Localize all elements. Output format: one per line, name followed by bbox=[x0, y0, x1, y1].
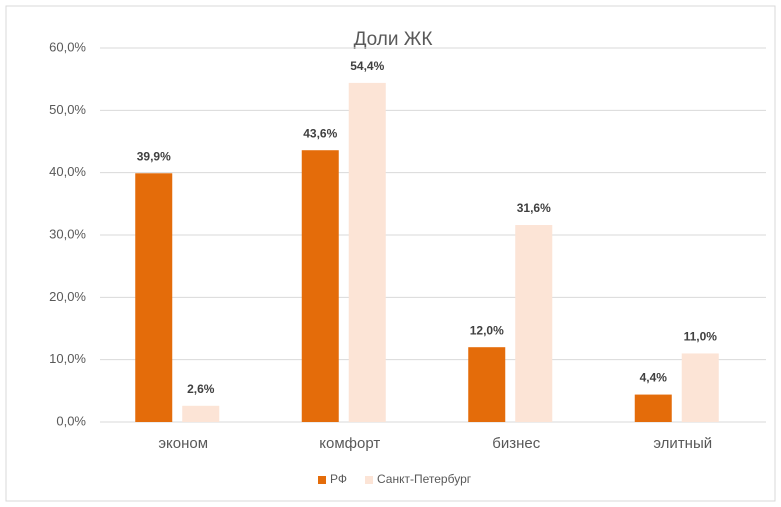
value-label: 12,0% bbox=[470, 323, 504, 337]
value-label: 2,6% bbox=[187, 382, 215, 396]
x-tick-label: комфорт bbox=[319, 435, 380, 452]
legend-swatch bbox=[365, 476, 373, 484]
y-tick-label: 50,0% bbox=[49, 102, 86, 117]
bar bbox=[681, 353, 719, 422]
bar bbox=[468, 347, 506, 422]
chart-border bbox=[5, 5, 776, 502]
y-tick-label: 40,0% bbox=[49, 164, 86, 179]
legend-swatch bbox=[318, 476, 326, 484]
value-label: 54,4% bbox=[350, 59, 384, 73]
y-tick-label: 10,0% bbox=[49, 351, 86, 366]
chart-title: Доли ЖК bbox=[354, 29, 433, 50]
x-tick-label: элитный bbox=[653, 435, 712, 452]
x-tick-label: бизнес bbox=[492, 435, 540, 452]
bar bbox=[182, 405, 220, 422]
bar bbox=[515, 225, 553, 422]
value-label: 31,6% bbox=[517, 201, 551, 215]
legend-label: Санкт-Петербург bbox=[377, 472, 472, 486]
y-tick-label: 60,0% bbox=[49, 39, 86, 54]
value-label: 43,6% bbox=[303, 126, 337, 140]
bar bbox=[301, 150, 339, 422]
y-tick-label: 20,0% bbox=[49, 289, 86, 304]
bar bbox=[634, 394, 672, 422]
legend-label: РФ bbox=[330, 472, 347, 486]
value-label: 4,4% bbox=[640, 371, 668, 385]
y-tick-label: 30,0% bbox=[49, 226, 86, 241]
value-label: 11,0% bbox=[684, 330, 718, 344]
y-tick-label: 0,0% bbox=[56, 413, 86, 428]
x-tick-label: эконом bbox=[158, 435, 208, 452]
bar bbox=[348, 82, 386, 422]
value-label: 39,9% bbox=[137, 149, 171, 163]
bar bbox=[135, 173, 173, 422]
